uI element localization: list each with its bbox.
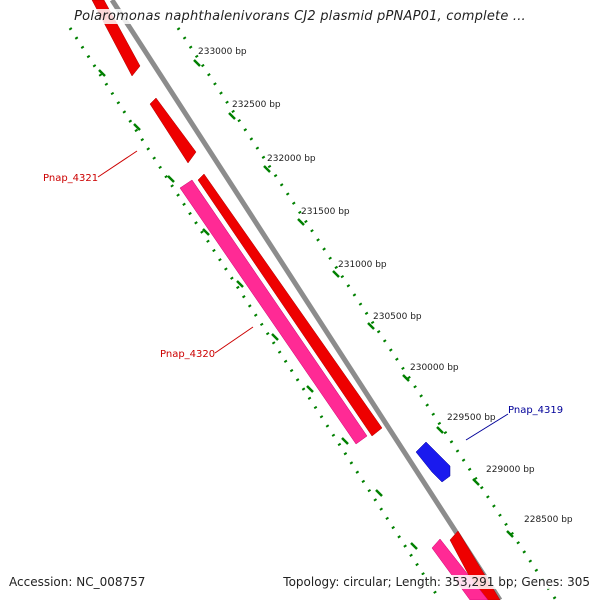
scale-label: 233000 bp	[198, 47, 247, 57]
scale-label: 228500 bp	[524, 515, 573, 525]
label-line-pnap-4320	[214, 326, 254, 354]
accession-text: Accession: NC_008757	[9, 575, 146, 589]
gene-pnap-4319[interactable]	[415, 441, 451, 483]
gene-arrow-small[interactable]	[149, 97, 197, 164]
major-ticks	[193, 59, 514, 538]
gene-label-pnap-4319[interactable]: Pnap_4319	[508, 405, 563, 416]
outer-tick-track	[176, 27, 558, 600]
label-line-pnap-4319	[465, 413, 509, 441]
scale-label: 229000 bp	[486, 465, 535, 475]
scale-label: 231500 bp	[301, 207, 350, 217]
map-title: Polaromonas naphthalenivorans CJ2 plasmi…	[0, 9, 600, 24]
scale-label: 229500 bp	[447, 413, 496, 423]
gene-label-pnap-4321[interactable]: Pnap_4321	[43, 173, 98, 184]
gene-label-pnap-4320[interactable]: Pnap_4320	[160, 349, 215, 360]
scale-label: 232000 bp	[267, 154, 316, 164]
scale-label: 230000 bp	[410, 363, 459, 373]
summary-text: Topology: circular; Length: 353,291 bp; …	[283, 575, 590, 589]
gene-pnap-4321[interactable]	[197, 173, 383, 437]
label-line-pnap-4321	[97, 150, 138, 178]
scale-label: 232500 bp	[232, 100, 281, 110]
inner-major-ticks	[98, 69, 418, 550]
scale-label: 230500 bp	[373, 312, 422, 322]
gene-pnap-4320[interactable]	[179, 179, 368, 445]
scale-label: 231000 bp	[338, 260, 387, 270]
plasmid-backbone	[109, 0, 503, 600]
